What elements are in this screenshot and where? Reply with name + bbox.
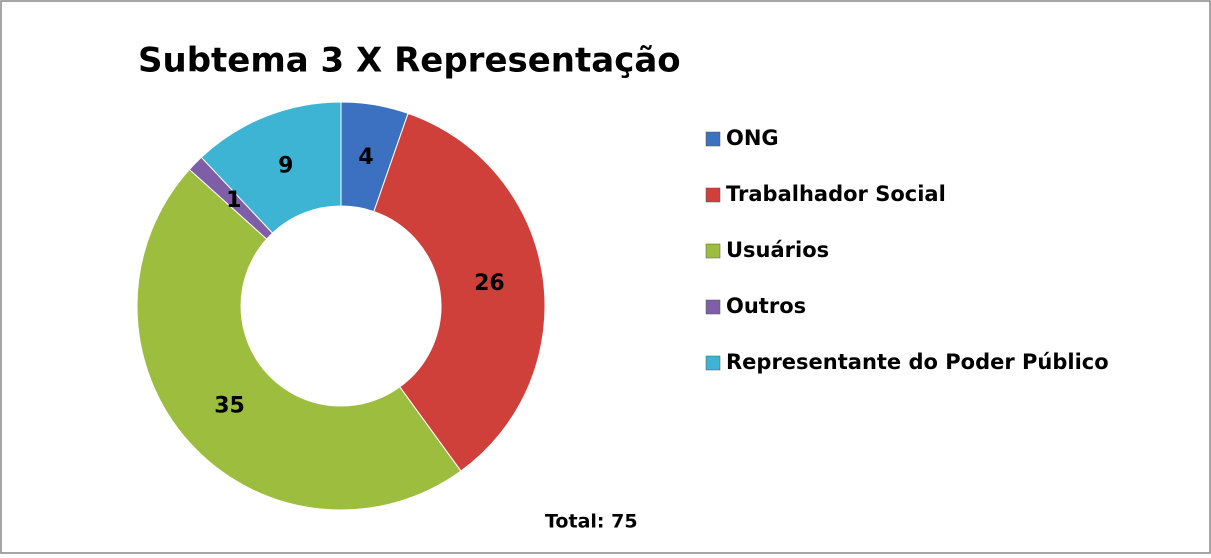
legend-label: Usuários (726, 238, 829, 262)
donut-segment (200, 101, 342, 234)
legend-swatch (705, 355, 721, 371)
legend-label: Trabalhador Social (726, 182, 946, 206)
chart-title: Subtema 3 X Representação (138, 41, 681, 81)
data-label: 9 (278, 154, 293, 179)
data-label: 4 (358, 145, 373, 170)
legend-label: Outros (726, 294, 806, 318)
legend-swatch (705, 243, 721, 259)
donut-segment (136, 168, 462, 511)
legend-label: ONG (726, 126, 779, 150)
data-label: 1 (226, 188, 241, 213)
data-label: 35 (214, 393, 245, 418)
data-label: 26 (474, 271, 505, 296)
donut-segment (373, 112, 546, 472)
legend-label: Representante do Poder Público (726, 350, 1109, 374)
annotation: Total: 75 (545, 511, 638, 533)
legend-swatch (705, 187, 721, 203)
legend-swatch (705, 299, 721, 315)
legend-swatch (705, 131, 721, 147)
